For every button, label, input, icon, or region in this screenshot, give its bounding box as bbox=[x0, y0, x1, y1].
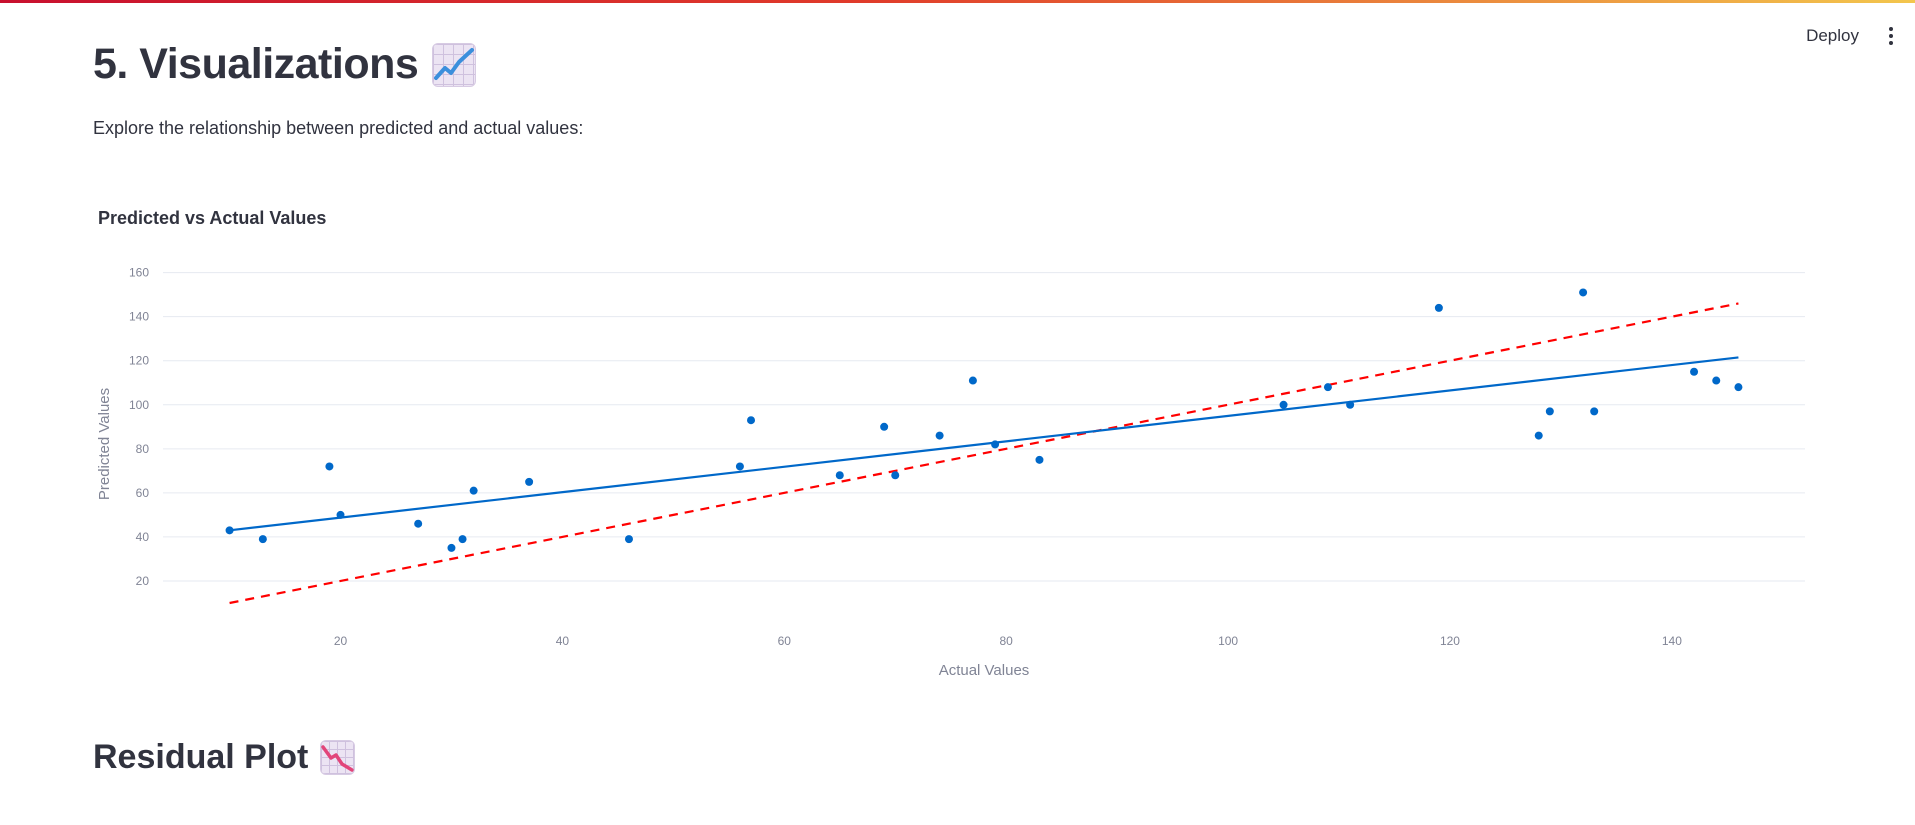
scatter-point bbox=[891, 471, 900, 480]
scatter-point bbox=[258, 535, 267, 544]
residual-plot-heading: Residual Plot bbox=[93, 738, 356, 777]
x-tick-label: 60 bbox=[778, 634, 792, 648]
residual-plot-title-text: Residual Plot bbox=[93, 738, 309, 776]
scatter-point bbox=[336, 510, 345, 519]
scatter-point bbox=[1712, 376, 1721, 385]
scatter-point bbox=[624, 535, 633, 544]
scatter-point bbox=[835, 471, 844, 480]
scatter-point bbox=[1323, 383, 1332, 392]
y-tick-label: 60 bbox=[136, 486, 150, 500]
scatter-point bbox=[458, 535, 467, 544]
ideal-fit-dashed-line bbox=[229, 302, 1739, 605]
y-axis-label: Predicted Values bbox=[96, 388, 113, 500]
section-title-text: 5. Visualizations bbox=[93, 40, 419, 88]
scatter-point bbox=[325, 462, 334, 471]
y-tick-label: 160 bbox=[129, 266, 149, 280]
y-tick-label: 20 bbox=[136, 574, 150, 588]
scatter-point bbox=[880, 422, 889, 431]
y-tick-label: 40 bbox=[136, 530, 150, 544]
scatter-point bbox=[1346, 400, 1355, 409]
y-tick-label: 100 bbox=[129, 398, 149, 412]
scatter-point bbox=[225, 526, 234, 535]
x-tick-label: 20 bbox=[334, 634, 348, 648]
scatter-point bbox=[935, 431, 944, 440]
scatter-point bbox=[1035, 455, 1044, 464]
scatter-point bbox=[414, 519, 423, 528]
scatter-point bbox=[525, 477, 534, 486]
scatter-point bbox=[469, 486, 478, 495]
predicted-vs-actual-chart[interactable]: 20 40 60 80 100 120 140 160 20 40 60 80 100 120 140 Act… bbox=[93, 255, 1833, 685]
x-tick-label: 80 bbox=[1000, 634, 1014, 648]
scatter-point bbox=[447, 543, 456, 552]
main-menu-icon[interactable] bbox=[1887, 27, 1895, 45]
section-intro-text: Explore the relationship between predict… bbox=[93, 118, 584, 138]
app-header-actions: Deploy bbox=[1800, 22, 1895, 50]
chart-decreasing-icon bbox=[320, 740, 356, 775]
x-tick-label: 140 bbox=[1662, 634, 1682, 648]
scatter-point bbox=[1534, 431, 1543, 440]
y-tick-label: 80 bbox=[136, 442, 150, 456]
chart-title: Predicted vs Actual Values bbox=[98, 208, 327, 228]
x-tick-label: 120 bbox=[1440, 634, 1460, 648]
y-tick-label: 120 bbox=[129, 354, 149, 368]
scatter-point bbox=[991, 440, 1000, 449]
deploy-button[interactable]: Deploy bbox=[1800, 22, 1865, 50]
scatter-point bbox=[1279, 400, 1288, 409]
chart-increasing-icon bbox=[432, 42, 477, 87]
scatter-point bbox=[735, 462, 744, 471]
x-tick-label: 100 bbox=[1218, 634, 1238, 648]
section-heading: 5. Visualizations bbox=[93, 40, 477, 89]
scatter-point bbox=[1590, 407, 1599, 416]
scatter-point bbox=[1734, 383, 1743, 392]
scatter-point bbox=[968, 376, 977, 385]
regression-line bbox=[229, 356, 1739, 532]
y-tick-label: 140 bbox=[129, 310, 149, 324]
scatter-point bbox=[1545, 407, 1554, 416]
app-top-accent-bar bbox=[0, 0, 1915, 3]
scatter-point bbox=[747, 416, 756, 425]
scatter-point bbox=[1579, 288, 1588, 297]
scatter-point bbox=[1434, 303, 1443, 312]
x-tick-label: 40 bbox=[556, 634, 570, 648]
scatter-point bbox=[1690, 367, 1699, 376]
x-axis-label: Actual Values bbox=[939, 662, 1030, 679]
